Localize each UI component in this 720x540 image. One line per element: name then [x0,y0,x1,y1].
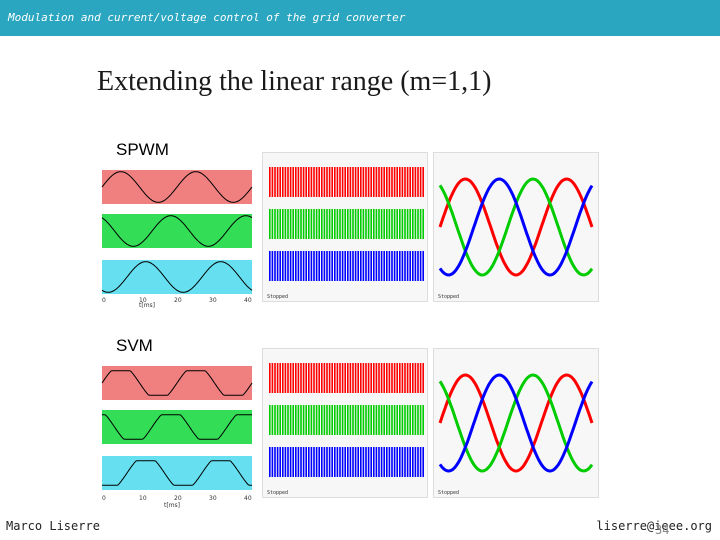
x-tick-0: 0 [102,495,106,502]
scope-traces [269,363,424,477]
slide-title: Extending the linear range (m=1,1) [97,66,492,97]
section-label-svm: SVM [116,336,153,355]
x-tick-10: 10 [139,495,147,502]
x-axis-label: t[ms] [164,502,180,509]
spwm-simulation-plot: t[ms] 0 10 20 30 40 [101,170,253,309]
footer-author: Marco Liserre [6,519,100,533]
x-tick-30: 30 [209,297,217,304]
section-label-spwm: SPWM [116,140,169,159]
spwm-panel-c [101,260,253,294]
x-axis-label: t[ms] [139,302,155,309]
scope-traces [438,177,594,277]
svm-scope-currents: Stopped [433,348,599,498]
scope-trigger-status: Stopped [438,294,460,300]
x-tick-10: 10 [139,297,147,304]
x-tick-40: 40 [244,495,252,502]
spwm-scope-pwm-voltages: Stopped [262,152,428,302]
x-tick-20: 20 [174,495,182,502]
x-tick-40: 40 [244,297,252,304]
svm-scope-pwm-voltages: Stopped [262,348,428,498]
scope-traces [269,167,424,281]
scope-traces [438,373,594,473]
scope-trigger-status: Stopped [267,490,289,496]
x-tick-0: 0 [102,297,106,304]
footer-email: liserre@ieee.org [596,519,712,533]
svm-panel-c [102,456,252,490]
header-bar: Modulation and current/voltage control o… [0,0,720,36]
svm-panel-b [102,410,252,444]
scope-trigger-status: Stopped [267,294,289,300]
x-tick-20: 20 [174,297,182,304]
svm-panel-a [101,366,253,400]
header-title: Modulation and current/voltage control o… [8,11,406,24]
scope-trigger-status: Stopped [438,490,460,496]
svm-simulation-plot: t[ms] 0 10 20 30 40 [101,366,253,509]
page-number: 34 [655,523,670,537]
x-tick-30: 30 [209,495,217,502]
spwm-panel-a [101,170,253,204]
spwm-scope-currents: Stopped [433,152,599,302]
spwm-panel-b [101,214,253,248]
